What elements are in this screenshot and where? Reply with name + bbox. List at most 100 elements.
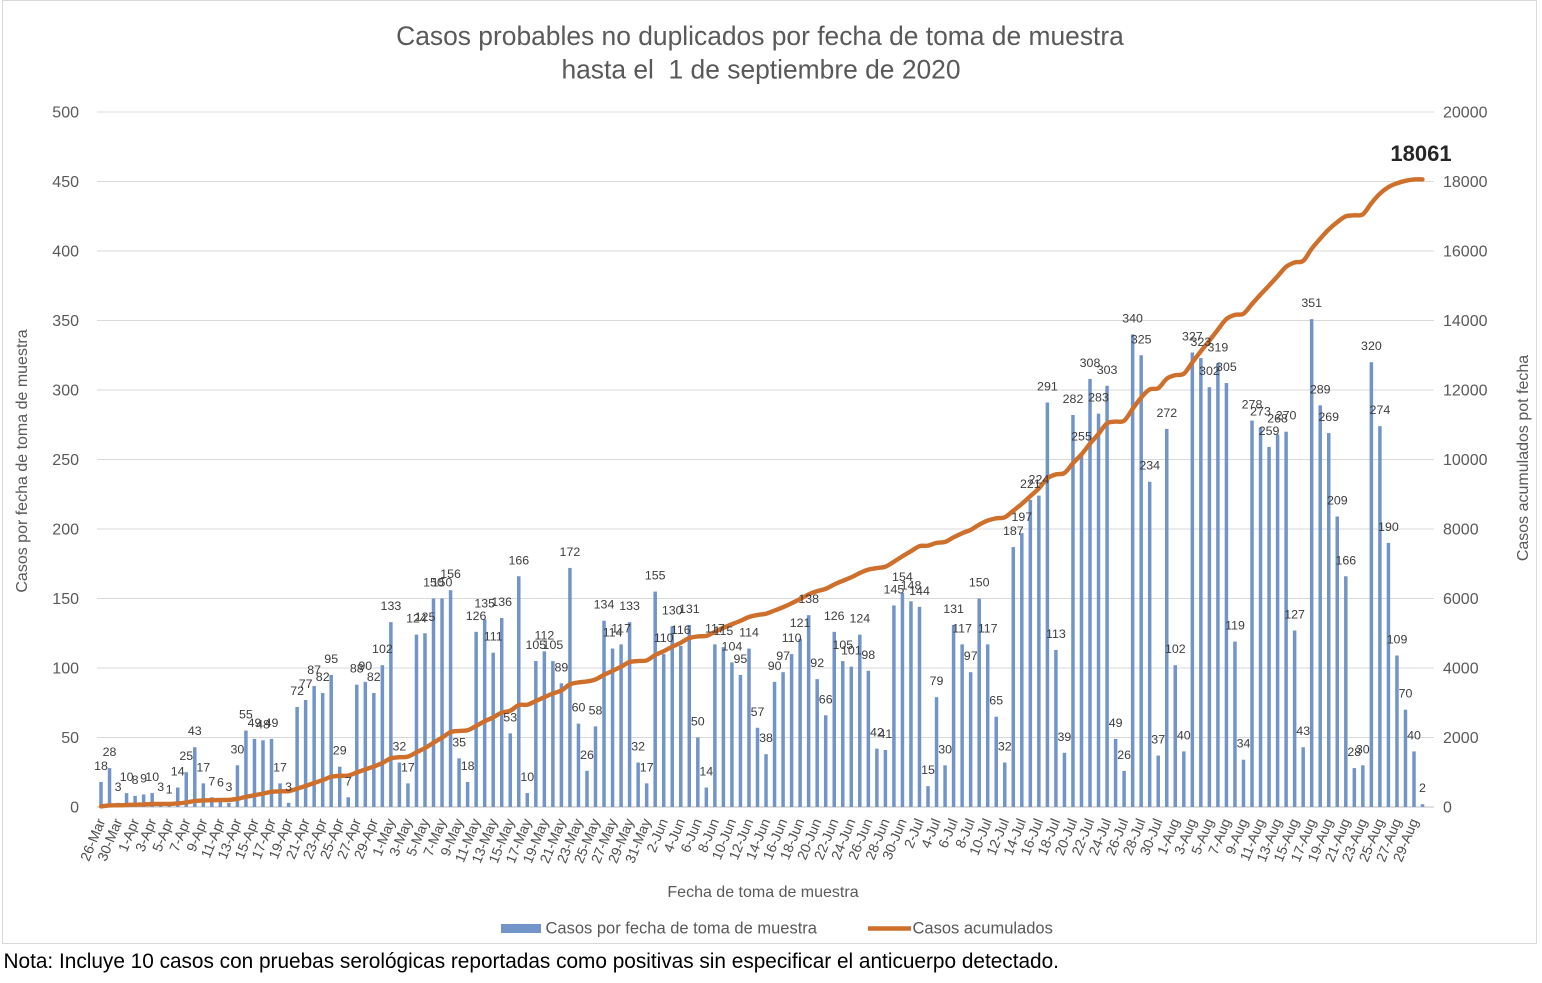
svg-text:113: 113 — [1046, 627, 1066, 641]
svg-text:320: 320 — [1361, 339, 1382, 353]
svg-text:133: 133 — [381, 599, 402, 613]
svg-text:42: 42 — [870, 726, 884, 740]
svg-text:8000: 8000 — [1443, 522, 1479, 539]
svg-text:500: 500 — [52, 105, 79, 122]
svg-text:124: 124 — [849, 612, 870, 626]
svg-text:28: 28 — [1347, 745, 1361, 759]
svg-text:150: 150 — [432, 576, 453, 590]
svg-text:269: 269 — [1318, 410, 1339, 424]
svg-text:49: 49 — [1109, 716, 1123, 730]
svg-text:6: 6 — [217, 776, 224, 790]
svg-text:155: 155 — [645, 569, 666, 583]
svg-text:39: 39 — [1058, 730, 1072, 744]
svg-text:282: 282 — [1063, 392, 1084, 406]
svg-text:3: 3 — [115, 780, 122, 794]
svg-text:0: 0 — [70, 800, 79, 817]
svg-text:30: 30 — [231, 742, 245, 756]
svg-text:283: 283 — [1088, 391, 1109, 405]
svg-text:325: 325 — [1131, 332, 1152, 346]
svg-text:303: 303 — [1097, 363, 1118, 377]
svg-text:Fecha de toma de muestra: Fecha de toma de muestra — [667, 884, 858, 901]
svg-text:8: 8 — [132, 773, 139, 787]
svg-text:57: 57 — [751, 705, 765, 719]
svg-text:150: 150 — [52, 591, 79, 608]
svg-text:134: 134 — [594, 598, 615, 612]
svg-text:17: 17 — [401, 760, 415, 774]
svg-text:135: 135 — [474, 596, 495, 610]
svg-text:Casos acumulados pot fecha: Casos acumulados pot fecha — [1515, 355, 1532, 561]
svg-text:20000: 20000 — [1443, 105, 1488, 122]
svg-text:3: 3 — [225, 780, 232, 794]
svg-text:102: 102 — [372, 642, 393, 656]
svg-text:117: 117 — [978, 621, 998, 635]
svg-text:48: 48 — [256, 717, 270, 731]
svg-text:112: 112 — [535, 628, 555, 642]
svg-text:116: 116 — [671, 623, 691, 637]
svg-text:117: 117 — [952, 621, 972, 635]
svg-text:2: 2 — [1419, 781, 1426, 795]
svg-text:126: 126 — [824, 609, 845, 623]
svg-text:148: 148 — [901, 578, 922, 592]
svg-text:92: 92 — [810, 656, 824, 670]
svg-text:2000: 2000 — [1443, 730, 1479, 747]
svg-text:90: 90 — [768, 659, 782, 673]
svg-text:300: 300 — [52, 383, 79, 400]
svg-text:156: 156 — [440, 567, 461, 581]
svg-text:110: 110 — [654, 631, 674, 645]
svg-text:255: 255 — [1071, 430, 1092, 444]
svg-text:272: 272 — [1156, 406, 1177, 420]
svg-text:97: 97 — [776, 649, 790, 663]
svg-text:350: 350 — [52, 313, 79, 330]
svg-text:190: 190 — [1378, 520, 1399, 534]
svg-text:400: 400 — [52, 244, 79, 261]
svg-text:105: 105 — [543, 638, 564, 652]
svg-text:305: 305 — [1216, 360, 1237, 374]
svg-text:127: 127 — [1284, 608, 1305, 622]
svg-text:49: 49 — [248, 716, 262, 730]
svg-text:95: 95 — [734, 652, 748, 666]
svg-text:119: 119 — [1225, 619, 1245, 633]
svg-text:16000: 16000 — [1443, 244, 1488, 261]
svg-text:10: 10 — [520, 770, 534, 784]
svg-text:43: 43 — [1296, 724, 1310, 738]
svg-text:77: 77 — [299, 677, 313, 691]
svg-text:28: 28 — [103, 745, 117, 759]
svg-text:55: 55 — [239, 708, 253, 722]
svg-text:9: 9 — [140, 772, 147, 786]
svg-text:79: 79 — [930, 674, 944, 688]
svg-text:327: 327 — [1182, 330, 1203, 344]
svg-text:38: 38 — [759, 731, 773, 745]
svg-text:87: 87 — [307, 663, 321, 677]
svg-text:Casos probables no duplicados: Casos probables no duplicados por fecha … — [396, 21, 1124, 51]
svg-text:121: 121 — [790, 616, 811, 630]
svg-text:259: 259 — [1259, 424, 1280, 438]
svg-text:17: 17 — [640, 760, 654, 774]
svg-text:18: 18 — [94, 759, 108, 773]
svg-text:101: 101 — [841, 644, 862, 658]
svg-text:49: 49 — [265, 716, 279, 730]
svg-text:4000: 4000 — [1443, 661, 1479, 678]
svg-text:65: 65 — [989, 694, 1003, 708]
svg-text:97: 97 — [964, 649, 978, 663]
svg-text:209: 209 — [1327, 494, 1348, 508]
svg-text:89: 89 — [555, 660, 569, 674]
svg-text:10000: 10000 — [1443, 452, 1488, 469]
svg-text:110: 110 — [782, 631, 802, 645]
svg-text:154: 154 — [892, 570, 913, 584]
svg-text:72: 72 — [290, 684, 304, 698]
svg-text:40: 40 — [1407, 728, 1421, 742]
svg-text:7: 7 — [208, 774, 215, 788]
svg-text:90: 90 — [358, 659, 372, 673]
svg-text:43: 43 — [188, 724, 202, 738]
svg-text:14: 14 — [171, 765, 185, 779]
svg-text:105: 105 — [525, 638, 546, 652]
svg-text:100: 100 — [52, 661, 79, 678]
svg-text:150: 150 — [969, 576, 990, 590]
svg-text:Casos por fecha de toma de mue: Casos por fecha de toma de muestra — [14, 329, 31, 592]
svg-text:117: 117 — [611, 621, 631, 635]
svg-text:234: 234 — [1139, 459, 1160, 473]
svg-text:144: 144 — [909, 584, 930, 598]
svg-text:268: 268 — [1267, 412, 1288, 426]
svg-text:138: 138 — [798, 592, 819, 606]
svg-text:131: 131 — [679, 602, 700, 616]
